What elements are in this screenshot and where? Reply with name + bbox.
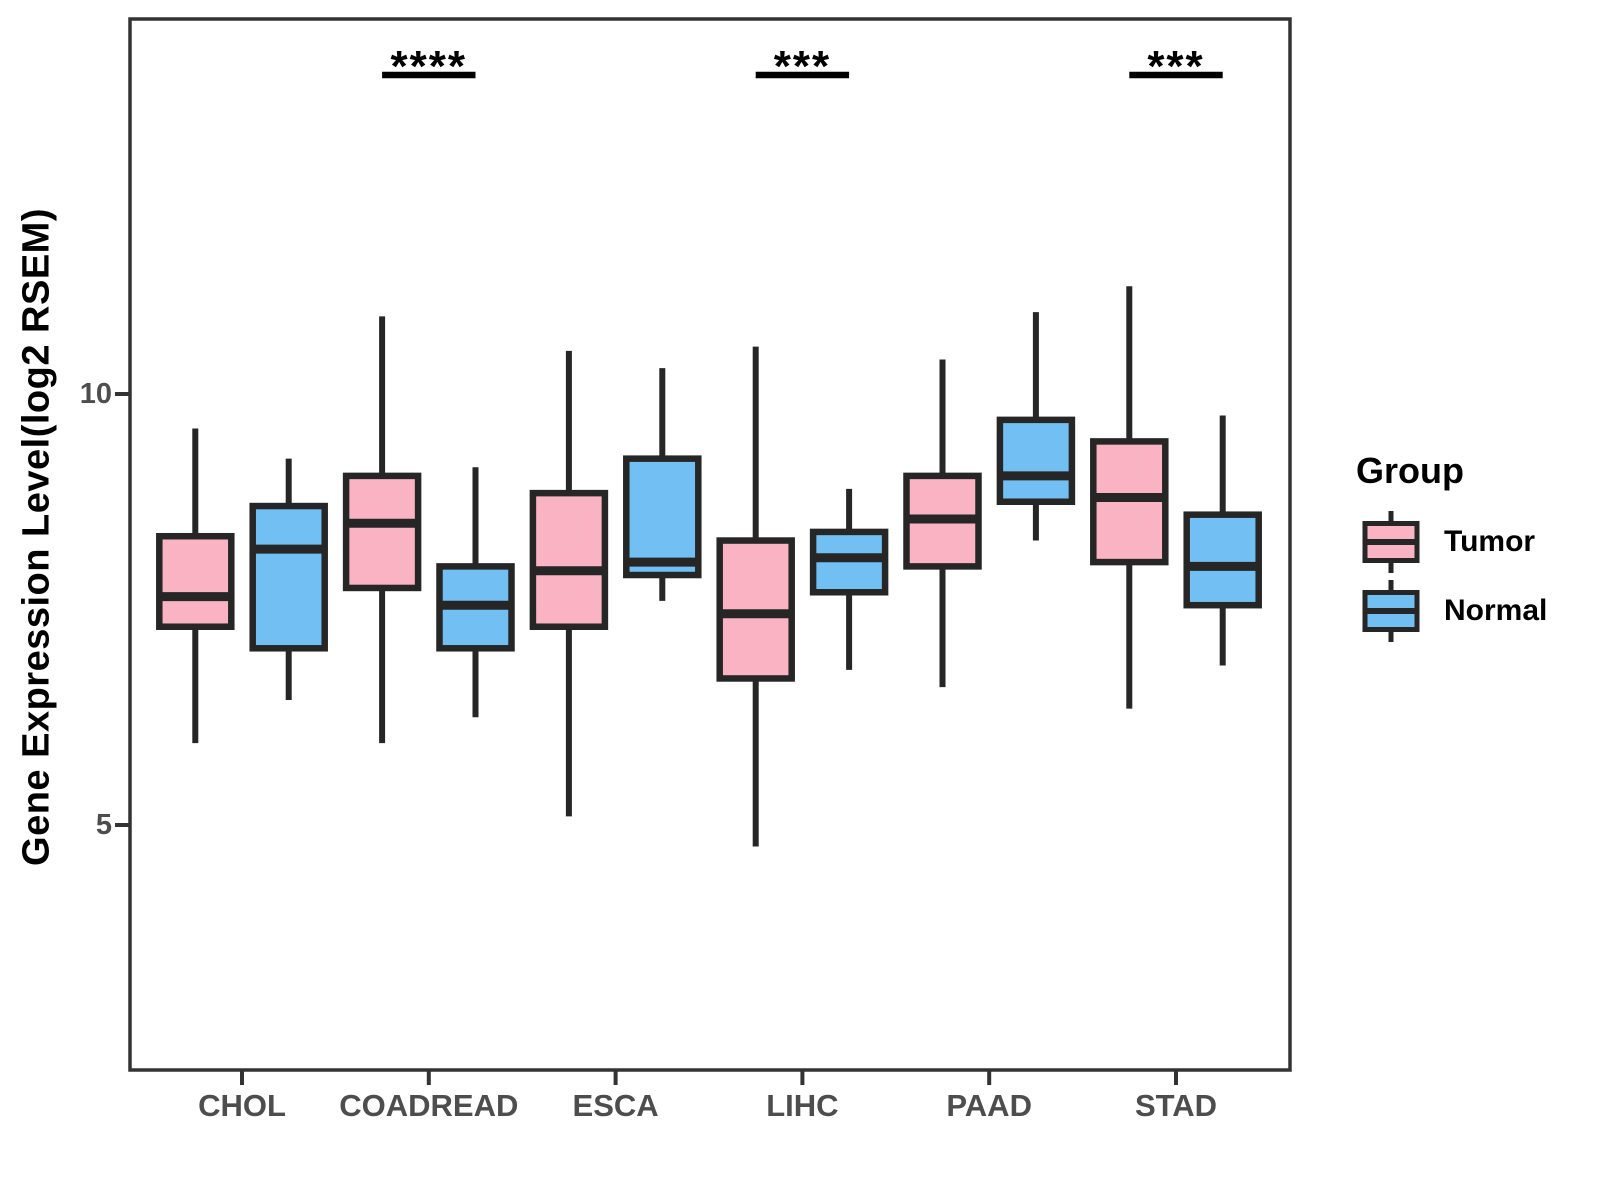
y-tick-label-10: 10 — [79, 378, 112, 410]
y-axis-title: Gene Expression Level(log2 RSEM) — [15, 208, 58, 866]
box-tumor-coadread — [342, 472, 422, 592]
box-normal-stad — [1183, 511, 1262, 609]
legend-label-normal: Normal — [1444, 594, 1548, 627]
box-tumor-chol — [156, 532, 235, 630]
x-tick-label-stad: STAD — [1134, 1088, 1218, 1123]
y-tick-label-5: 5 — [95, 809, 112, 841]
x-tick-label-chol: CHOL — [198, 1088, 286, 1123]
box-normal-chol — [249, 502, 328, 652]
box-normal-paad — [996, 416, 1076, 505]
x-tick-label-lihc: LIHC — [766, 1088, 839, 1123]
x-tick-label-paad: PAAD — [946, 1088, 1032, 1123]
legend-label-tumor: Tumor — [1444, 525, 1536, 558]
significance-label-coadread: **** — [390, 42, 468, 91]
x-tick-label-coadread: COADREAD — [339, 1088, 519, 1123]
x-tick-label-esca: ESCA — [572, 1088, 659, 1123]
significance-label-lihc: *** — [773, 42, 832, 91]
box-normal-esca — [623, 455, 702, 579]
box-tumor-esca — [529, 489, 609, 630]
legend-title: Group — [1356, 450, 1464, 491]
significance-label-stad: *** — [1147, 42, 1205, 91]
